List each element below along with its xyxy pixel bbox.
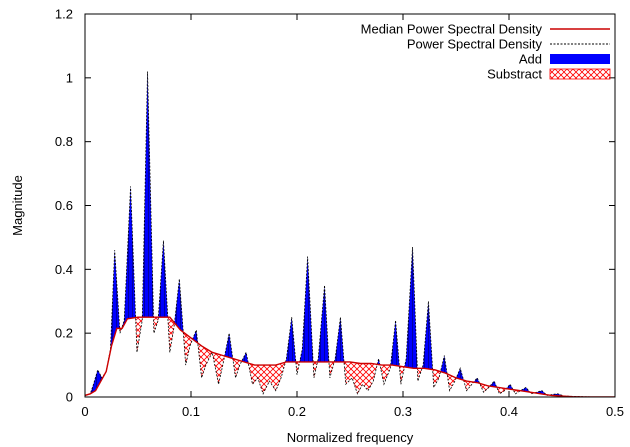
legend-label: Add [519,52,542,67]
x-axis: 0 0.1 0.2 0.3 0.4 0.5 [81,14,624,419]
x-axis-title: Normalized frequency [287,430,414,445]
median-psd-line [85,316,615,397]
legend-swatch [550,54,610,64]
legend-label: Median Power Spectral Density [361,22,543,37]
x-tick-label: 0.1 [182,404,200,419]
x-tick-label: 0.5 [606,404,624,419]
x-tick-label: 0.2 [288,404,306,419]
x-tick-label: 0.3 [394,404,412,419]
legend-label: Substract [487,67,542,82]
y-tick-label: 0.4 [55,262,73,277]
plot-area [85,71,615,397]
substract-region [85,317,615,397]
add-region [85,71,615,397]
y-tick-label: 0.8 [55,134,73,149]
y-axis-title: Magnitude [10,175,25,236]
y-tick-label: 0.6 [55,198,73,213]
y-axis: 0 0.2 0.4 0.6 0.8 1 1.2 [55,7,615,405]
legend-label: Power Spectral Density [407,37,543,52]
y-tick-label: 0 [66,390,73,405]
psd-line [85,71,615,397]
y-tick-label: 1 [66,70,73,85]
x-tick-label: 0 [81,404,88,419]
legend-swatch [549,68,611,80]
y-tick-label: 0.2 [55,326,73,341]
x-tick-label: 0.4 [500,404,518,419]
y-tick-label: 1.2 [55,7,73,22]
